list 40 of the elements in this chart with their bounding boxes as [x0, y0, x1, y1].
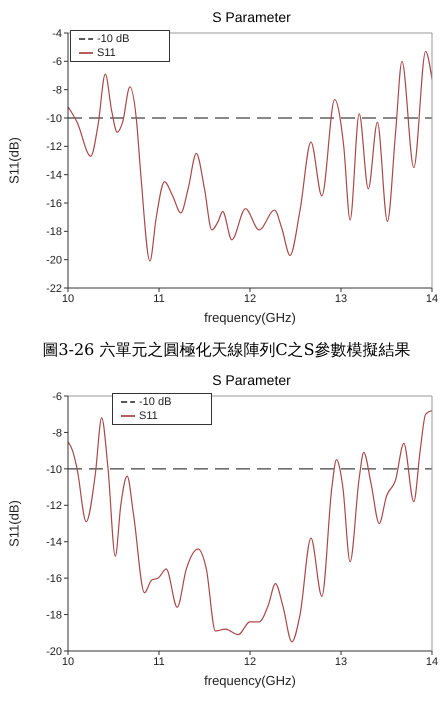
x-tick-label: 11 — [153, 656, 165, 668]
y-tick-label: -14 — [46, 170, 62, 182]
caption: 圖3-26 六單元之圓極化天線陣列C之S參數模擬結果 — [41, 340, 412, 361]
line-series — [68, 410, 432, 642]
x-tick-label: 12 — [244, 292, 256, 305]
y-tick-label: -12 — [46, 141, 62, 154]
x-tick-label: 13 — [334, 292, 348, 305]
legend-label: -10 dB — [97, 33, 130, 45]
y-tick-label: -4 — [52, 28, 62, 40]
y-tick-label: -8 — [52, 427, 62, 440]
y-tick-label: -8 — [52, 84, 62, 97]
x-tick-label: 11 — [153, 292, 165, 305]
y-axis-title: S11(dB) — [6, 137, 22, 184]
y-tick-label: -20 — [46, 254, 62, 267]
y-tick-label: -6 — [52, 56, 62, 68]
x-axis-title: frequency(GHz) — [204, 673, 296, 688]
y-tick-label: -10 — [46, 464, 62, 476]
x-axis-title: frequency(GHz) — [204, 310, 296, 325]
y-tick-label: -16 — [46, 573, 62, 586]
y-tick-label: -6 — [52, 390, 62, 403]
legend-label: -10 dB — [139, 396, 172, 408]
x-tick-label: 10 — [62, 656, 74, 668]
y-axis-title: S11(dB) — [6, 500, 22, 547]
chart-title: S Parameter — [211, 8, 292, 26]
y-tick-label: -14 — [46, 536, 62, 549]
y-tick-label: -22 — [46, 282, 62, 295]
chart-title: S Parameter — [211, 371, 292, 389]
legend-label: S11 — [139, 410, 158, 422]
y-tick-label: -18 — [46, 609, 62, 622]
y-tick-label: -18 — [46, 226, 62, 238]
y-tick-label: -12 — [46, 500, 62, 512]
y-tick-label: -20 — [46, 646, 62, 658]
legend-label: S11 — [97, 47, 116, 60]
y-tick-label: -16 — [46, 198, 62, 210]
x-tick-label: 14 — [426, 292, 438, 305]
x-tick-label: 10 — [62, 292, 74, 305]
x-tick-label: 13 — [334, 656, 348, 668]
x-tick-label: 14 — [426, 656, 438, 668]
x-tick-label: 12 — [244, 656, 256, 668]
y-tick-label: -10 — [46, 112, 62, 125]
